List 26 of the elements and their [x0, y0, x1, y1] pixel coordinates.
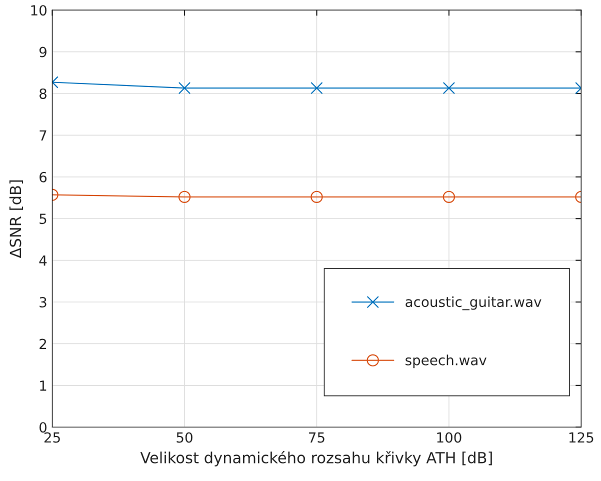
- y-tick-label: 0: [40, 422, 47, 433]
- x-tick-label: 100: [437, 432, 462, 443]
- point: [310, 82, 323, 94]
- point: [310, 190, 323, 204]
- point: [442, 82, 456, 94]
- point: [442, 190, 456, 204]
- x-tick-label: 75: [309, 432, 324, 443]
- x-tick-label: 25: [44, 432, 60, 443]
- y-tick-label: 1: [40, 380, 46, 391]
- x-tick-label: 50: [176, 432, 192, 443]
- y-tick-label: 4: [39, 255, 47, 266]
- y-tick-label: 2: [40, 338, 46, 349]
- y-tick-label: 6: [40, 172, 47, 182]
- point: [178, 190, 191, 204]
- x-axis-title: Velikost dynamického rozsahu křivky ATH [dB]: [140, 450, 492, 466]
- y-tick-label: 7: [40, 130, 46, 140]
- y-axis-title: ΔSNR [dB]: [9, 180, 24, 258]
- y-tick-label: 9: [39, 46, 46, 58]
- point: [178, 82, 191, 94]
- y-tick-label: 3: [40, 296, 46, 308]
- legend-label: acoustic_guitar.wav: [406, 296, 542, 310]
- x-tick-label: 125: [569, 432, 594, 443]
- y-tick-label: 10: [31, 5, 47, 16]
- y-tick-label: 8: [40, 88, 46, 99]
- legend-label: speech.wav: [406, 354, 486, 368]
- y-tick-label: 5: [40, 214, 46, 224]
